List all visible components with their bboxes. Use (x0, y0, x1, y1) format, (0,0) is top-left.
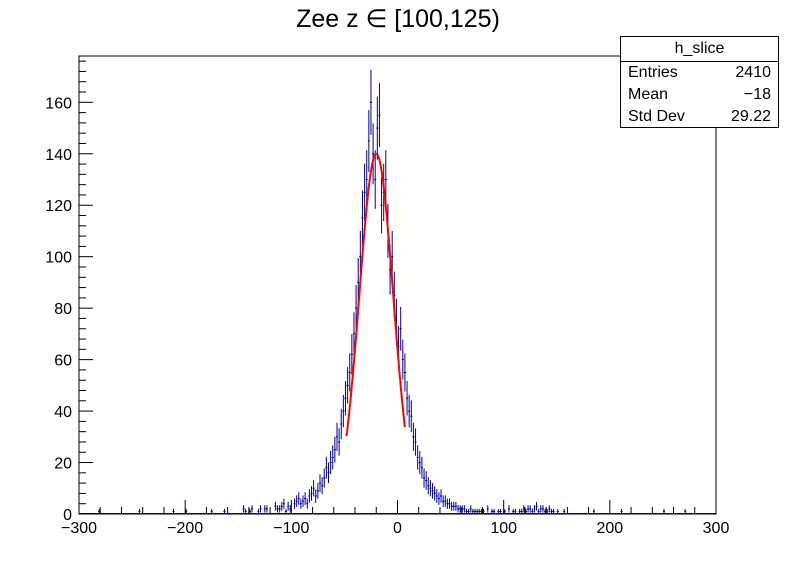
stats-mean-value: −18 (743, 86, 771, 103)
stats-mean-label: Mean (628, 86, 669, 103)
stats-stddev-value: 29.22 (730, 108, 771, 125)
y-tick-label: 100 (45, 250, 72, 267)
stats-box-name: h_slice (621, 37, 778, 62)
x-tick-label: 100 (490, 520, 517, 537)
y-tick-label: 60 (54, 353, 72, 370)
x-tick-label: −300 (61, 520, 97, 537)
x-tick-label: 300 (703, 520, 730, 537)
stats-row-stddev: Std Dev 29.22 (621, 106, 778, 128)
y-tick-label: 80 (54, 301, 72, 318)
y-tick-label: 20 (54, 456, 72, 473)
y-tick-label: 120 (45, 198, 72, 215)
chart-title: Zee z ∈ [100,125) (296, 5, 500, 33)
stats-row-entries: Entries 2410 (621, 62, 778, 84)
x-tick-label: 200 (596, 520, 623, 537)
fit-curve (345, 152, 406, 437)
stats-stddev-label: Std Dev (628, 108, 685, 125)
x-tick-label: −100 (273, 520, 309, 537)
y-tick-label: 0 (63, 507, 72, 524)
y-tick-label: 40 (54, 404, 72, 421)
stats-entries-value: 2410 (735, 64, 771, 81)
y-tick-label: 140 (45, 147, 72, 164)
x-tick-label: −200 (167, 520, 203, 537)
stats-entries-label: Entries (628, 64, 678, 81)
stats-row-mean: Mean −18 (621, 84, 778, 106)
stats-box: h_slice Entries 2410 Mean −18 Std Dev 29… (620, 36, 779, 128)
y-tick-label: 160 (45, 95, 72, 112)
x-tick-label: 0 (393, 520, 402, 537)
